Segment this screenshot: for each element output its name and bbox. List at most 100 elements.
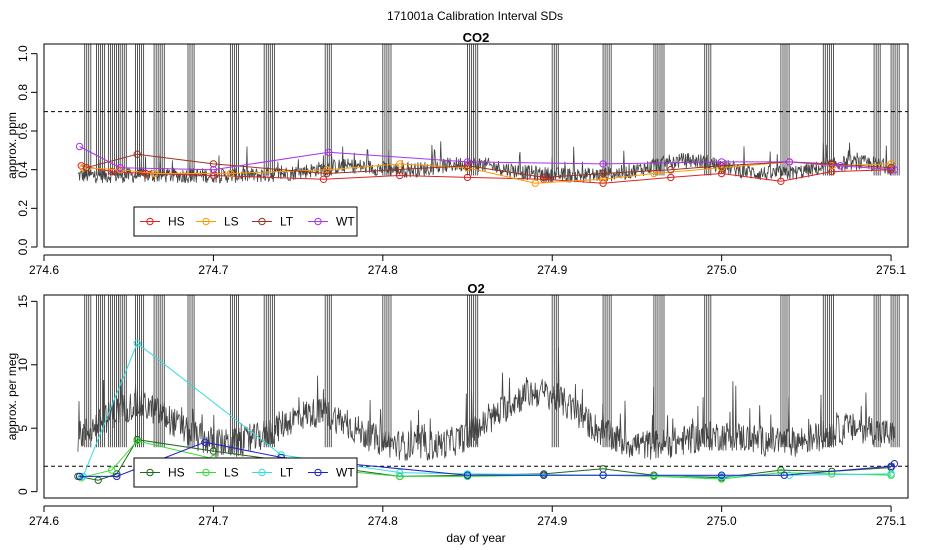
series-point-hs [717,169,726,178]
legend-label: WT [336,466,355,480]
series-point-ls [133,437,141,445]
series-point-hs [396,171,404,180]
series-point-hs [777,466,785,474]
panel-title: CO2 [463,30,490,45]
y-axis-label: approx. ppm [5,112,19,179]
series-point-lt [82,164,91,172]
series-point-lt [828,160,836,168]
y-tick-label: 0.6 [16,122,30,139]
series-point-lt [133,339,141,347]
y-tick-label: 1.0 [16,45,30,62]
legend-swatch-point [146,217,154,226]
series-point-hs [209,171,218,180]
legend-swatch-point [258,217,266,226]
y-tick-label: 0.8 [16,84,30,101]
y-tick-label: 0.2 [16,200,30,217]
x-tick-label: 275.0 [707,514,737,528]
series-line-wt [79,441,895,477]
series-point-hs [777,177,785,186]
y-tick-label: 5 [16,425,30,432]
series-point-wt [209,166,218,174]
series-point-ls [531,179,539,187]
series-point-ls [717,475,726,483]
panel-title: O2 [467,281,484,296]
legend-label: LT [280,215,294,229]
series-point-lt [396,468,404,477]
series-point-ls [226,169,235,178]
series-point-lt [209,160,218,168]
background-trace [77,347,895,461]
series-point-wt [836,162,844,170]
plot-frame [43,294,909,499]
series-point-lt [133,150,141,158]
series-point-ls [79,164,87,172]
x-tick-label: 275.0 [707,263,737,277]
x-tick-label: 274.9 [537,263,567,277]
series-point-wt [113,472,121,481]
x-axis-label: day of year [446,531,505,545]
series-point-lt [667,166,675,174]
co2-panel: CO2 274.6 274.7 274.8 274.9 275.0 275.1 0.0 0.2 0… [5,30,909,277]
series-point-lt [540,173,548,182]
series-point-wt [540,471,548,479]
series-point-wt [785,158,794,166]
series-point-lt [599,169,607,178]
legend-swatch-point [314,468,322,477]
series-point-hs [141,169,150,178]
y-tick-label: 0.0 [16,238,30,255]
x-tick-label: 274.7 [198,263,228,277]
series-point-ls [108,466,116,474]
series-point-wt [890,460,899,468]
series-point-wt [463,158,472,166]
x-tick-label: 274.8 [368,263,398,277]
series-point-hs [113,470,121,478]
series-point-hs [77,162,86,170]
x-tick-label: 274.9 [537,514,567,528]
y-tick-label: 10 [16,358,30,372]
figure-title: 171001a Calibration Interval SDs [387,9,563,23]
series-point-wt [75,142,84,151]
plot-frame [43,43,909,248]
x-tick-label: 275.1 [876,263,906,277]
series-point-ls [717,164,726,172]
legend-swatch-point [146,468,154,477]
series-point-ls [650,472,658,481]
legend-label: HS [168,215,185,229]
legend-label: HS [168,466,185,480]
legend-label: LT [280,466,294,480]
x-tick-label: 274.7 [198,514,228,528]
series-point-wt [201,438,209,446]
series-point-wt [75,472,84,481]
series-point-ls [828,470,836,478]
series-point-wt [890,166,899,174]
series-point-lt [717,162,726,170]
series-point-wt [780,471,788,479]
x-tick-label: 275.1 [876,514,906,528]
series-point-hs [319,175,328,184]
series-point-hs [94,476,102,484]
series-point-hs [108,167,116,176]
y-axis-label: approx. per meg [5,353,19,440]
series-point-wt [324,148,333,157]
series-point-wt [463,471,472,479]
series-point-ls [116,166,124,174]
series-point-wt [599,471,607,479]
legend-swatch-point [314,217,322,226]
y-tick-label: 0 [16,488,30,495]
series-point-ls [396,160,404,168]
series-point-ls [463,164,472,172]
series-point-wt [116,164,124,172]
series-point-hs [667,173,675,182]
series-point-hs [828,167,836,176]
legend-swatch-point [202,217,210,226]
series-point-lt [323,169,331,178]
series-point-wt [717,471,726,479]
series-point-wt [599,160,607,168]
series-point-lt [463,162,472,170]
y-tick-label: 15 [16,294,30,308]
series-point-wt [717,158,726,166]
spike-clusters [84,295,900,448]
o2-panel: O2 274.6 274.7 274.8 274.9 275.0 275.1 day of y… [5,281,909,545]
legend: HS LS LT WT [133,206,358,237]
